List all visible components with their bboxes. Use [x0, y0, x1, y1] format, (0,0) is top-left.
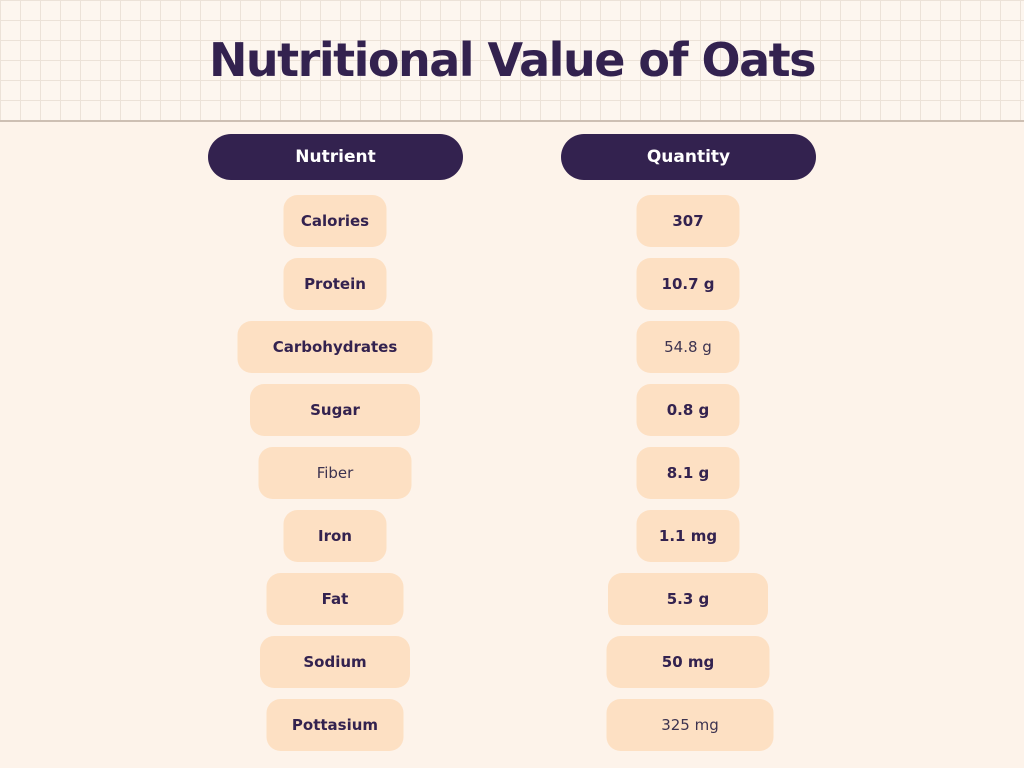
- quantity-cell: 325 mg: [606, 699, 774, 751]
- quantity-cell: 1.1 mg: [636, 510, 740, 562]
- quantity-cell: 8.1 g: [636, 447, 740, 499]
- header-grid-band: [0, 0, 1024, 122]
- nutrient-cell: Calories: [283, 195, 387, 247]
- nutrient-cell: Carbohydrates: [237, 321, 433, 373]
- nutrient-cell: Sodium: [260, 636, 410, 688]
- column-header-nutrient: Nutrient: [208, 134, 463, 180]
- quantity-cell: 307: [636, 195, 740, 247]
- nutrient-cell: Iron: [283, 510, 387, 562]
- quantity-cell: 0.8 g: [636, 384, 740, 436]
- quantity-cell: 10.7 g: [636, 258, 740, 310]
- quantity-cell: 5.3 g: [608, 573, 768, 625]
- page-title: Nutritional Value of Oats: [208, 33, 817, 87]
- nutrient-cell: Pottasium: [266, 699, 404, 751]
- quantity-cell: 54.8 g: [636, 321, 740, 373]
- nutrient-cell: Sugar: [250, 384, 420, 436]
- column-header-quantity: Quantity: [561, 134, 816, 180]
- nutrient-cell: Protein: [283, 258, 387, 310]
- nutrient-cell: Fiber: [258, 447, 412, 499]
- quantity-cell: 50 mg: [606, 636, 770, 688]
- nutrient-cell: Fat: [266, 573, 404, 625]
